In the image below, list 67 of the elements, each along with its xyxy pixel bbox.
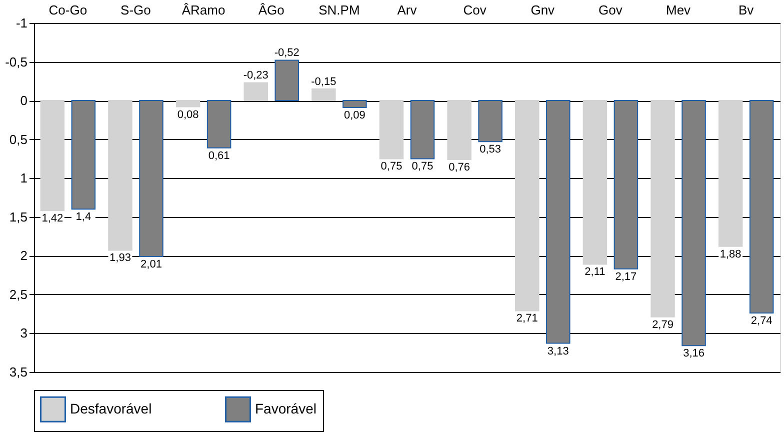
bar (139, 100, 164, 257)
data-label: 2,74 (750, 315, 772, 328)
data-label: 3,13 (547, 345, 569, 358)
bar (379, 100, 404, 160)
y-tick-label: -1 (16, 16, 28, 30)
bar (342, 100, 367, 108)
data-label: 1,42 (42, 212, 64, 225)
bar (206, 100, 232, 148)
data-label: 1,4 (76, 211, 92, 224)
bar (244, 82, 268, 102)
y-tick-label: 2 (20, 248, 28, 264)
legend-label: Desfavorável (70, 400, 152, 416)
data-label: 0,08 (177, 108, 199, 121)
data-label: 0,53 (480, 144, 502, 156)
bar (650, 100, 675, 318)
data-label: 0,61 (208, 150, 230, 162)
x-tick-label: Co-Go (48, 2, 88, 18)
y-tick-label: 1 (20, 170, 28, 186)
data-label: 3,16 (683, 348, 704, 360)
bar (447, 100, 472, 160)
x-tick-label: ÂGo (258, 2, 284, 18)
data-label: 0,76 (448, 162, 470, 174)
data-label: 2,79 (652, 318, 674, 331)
data-label: 2,01 (140, 258, 162, 270)
x-tick-label: Mev (666, 2, 692, 18)
data-label: 0,75 (412, 160, 434, 173)
bar (410, 100, 435, 160)
x-tick-label: Arv (397, 2, 418, 18)
data-label: 2,11 (584, 266, 606, 278)
x-tick-label: SN.PM (318, 2, 360, 18)
x-tick-label: S-Go (120, 2, 151, 18)
data-label: 0,09 (344, 110, 366, 122)
bar (108, 100, 132, 251)
bar (40, 100, 65, 212)
data-label: 1,88 (720, 248, 742, 260)
bar (274, 60, 299, 102)
y-tick-label: 3 (20, 326, 28, 341)
y-tick-label: -0,5 (5, 54, 28, 70)
legend-label: Favorável (255, 400, 316, 416)
bar (546, 100, 570, 344)
bar (176, 100, 200, 108)
x-tick-label: Gnv (530, 2, 556, 18)
data-label: 2,71 (516, 312, 538, 325)
y-tick-label: 0,5 (9, 132, 28, 147)
bar (515, 100, 540, 312)
data-label: -0,23 (243, 70, 268, 82)
y-tick-label: 1,5 (9, 209, 28, 224)
bar (682, 100, 706, 346)
x-tick-label: Gov (598, 2, 623, 18)
y-tick-label: 2,5 (9, 286, 28, 302)
bar (312, 88, 336, 102)
x-tick-label: Cov (463, 2, 487, 18)
bar (582, 100, 608, 265)
bar (749, 100, 774, 314)
data-label: 1,93 (110, 252, 131, 264)
x-tick-label: ÂRamo (182, 2, 226, 18)
x-tick-label: Bv (738, 2, 754, 18)
y-tick-label: 0 (20, 93, 28, 108)
data-label: -0,15 (311, 76, 336, 88)
data-label: -0,52 (274, 47, 300, 60)
bar (718, 100, 743, 247)
data-label: 2,17 (615, 270, 637, 283)
y-tick-label: 3,5 (9, 364, 28, 380)
bar (478, 100, 502, 142)
data-label: 0,75 (380, 160, 402, 173)
bar (614, 100, 638, 270)
bar (71, 100, 96, 210)
